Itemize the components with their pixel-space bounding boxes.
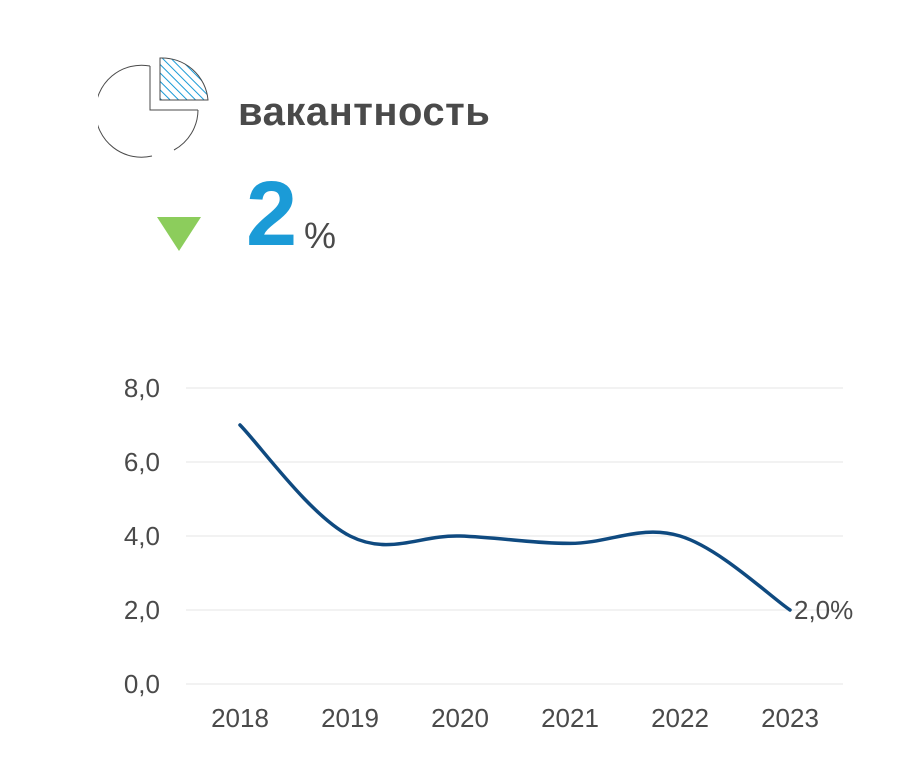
triangle-down-icon bbox=[157, 217, 201, 251]
pie-chart-icon bbox=[98, 57, 209, 158]
x-tick-label: 2020 bbox=[431, 703, 489, 733]
y-tick-label: 2,0 bbox=[124, 595, 160, 625]
y-tick-label: 8,0 bbox=[124, 373, 160, 403]
kpi-value: 2 bbox=[246, 163, 298, 265]
x-tick-label: 2021 bbox=[541, 703, 599, 733]
x-tick-label: 2018 bbox=[211, 703, 269, 733]
x-tick-label: 2022 bbox=[651, 703, 709, 733]
y-tick-label: 0,0 bbox=[124, 669, 160, 699]
series-line bbox=[238, 423, 792, 612]
x-tick-label: 2019 bbox=[321, 703, 379, 733]
y-tick-label: 4,0 bbox=[124, 521, 160, 551]
x-tick-label: 2023 bbox=[761, 703, 819, 733]
data-label: 2,0% bbox=[794, 595, 853, 625]
y-tick-label: 6,0 bbox=[124, 447, 160, 477]
page-title: вакантность bbox=[238, 90, 491, 134]
kpi-unit: % bbox=[304, 215, 337, 256]
